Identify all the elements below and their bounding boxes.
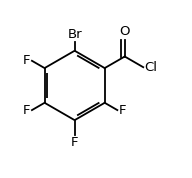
Text: Br: Br <box>67 28 82 41</box>
Text: O: O <box>119 25 130 38</box>
Text: F: F <box>23 54 31 67</box>
Text: Cl: Cl <box>145 61 158 74</box>
Text: F: F <box>23 104 31 117</box>
Text: F: F <box>119 104 126 117</box>
Text: F: F <box>71 136 78 149</box>
